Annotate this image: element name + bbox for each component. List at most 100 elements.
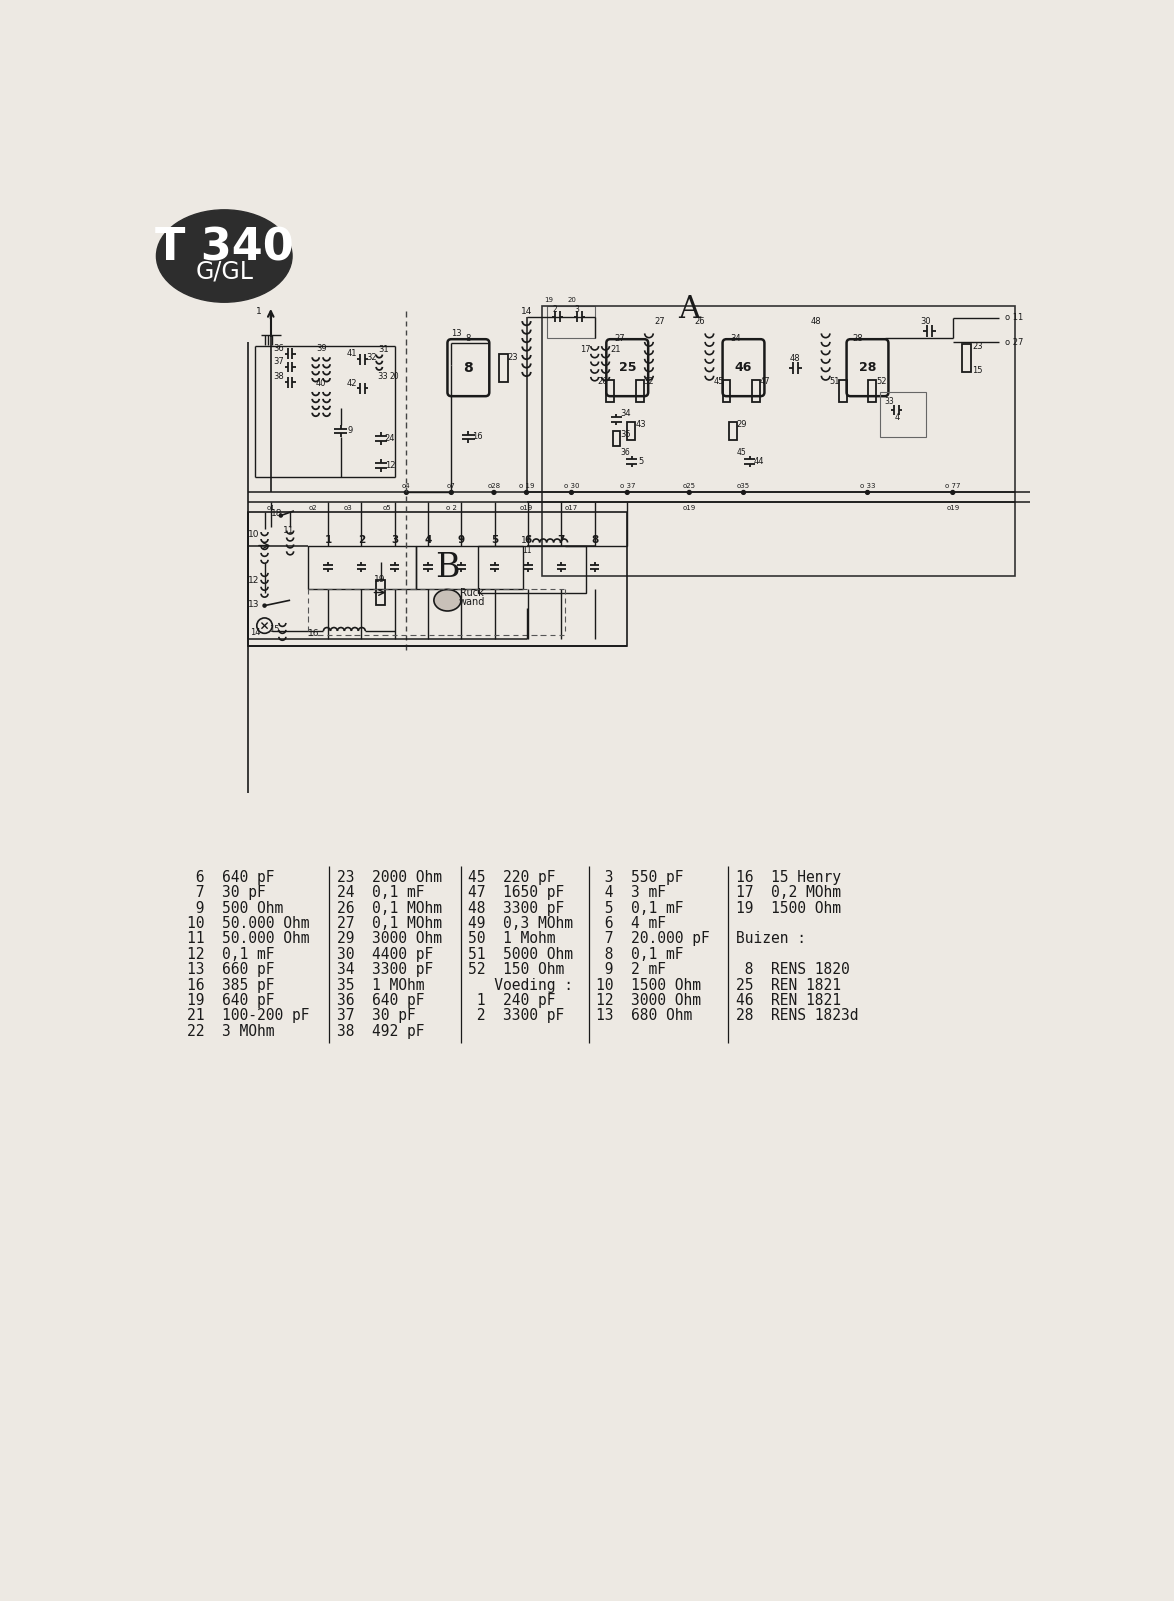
Text: 45: 45 (714, 378, 724, 386)
Text: 47  1650 pF: 47 1650 pF (468, 885, 565, 900)
Ellipse shape (156, 210, 292, 303)
Text: o19: o19 (682, 504, 696, 511)
Bar (606, 379, 614, 402)
Text: 8: 8 (464, 360, 473, 375)
Text: 43: 43 (636, 419, 647, 429)
Text: Buizen :: Buizen : (736, 932, 805, 946)
Text: 34  3300 pF: 34 3300 pF (337, 962, 433, 977)
Text: 10: 10 (248, 530, 259, 540)
Text: 21: 21 (610, 346, 621, 354)
Text: 36  640 pF: 36 640 pF (337, 993, 424, 1009)
Text: 7  20.000 pF: 7 20.000 pF (596, 932, 710, 946)
Text: 19: 19 (545, 296, 553, 303)
Text: 16: 16 (308, 629, 319, 637)
Text: 42: 42 (346, 378, 357, 387)
Text: 13: 13 (452, 328, 463, 338)
Bar (613, 431, 620, 447)
Bar (879, 392, 926, 437)
Text: 18: 18 (271, 509, 283, 519)
Text: o7: o7 (447, 484, 456, 490)
Circle shape (951, 490, 954, 495)
Bar (542, 306, 1014, 576)
Text: 10  50.000 Ohm: 10 50.000 Ohm (187, 916, 310, 930)
Text: 27: 27 (614, 335, 625, 343)
Text: 52  150 Ohm: 52 150 Ohm (468, 962, 565, 977)
Text: 48: 48 (811, 317, 822, 327)
Text: 37: 37 (274, 357, 284, 367)
Text: 27  0,1 MOhm: 27 0,1 MOhm (337, 916, 441, 930)
Text: 29: 29 (737, 419, 747, 429)
Text: 41: 41 (346, 349, 357, 359)
Text: o19: o19 (946, 504, 959, 511)
Text: o 2: o 2 (446, 504, 457, 511)
Text: 14: 14 (521, 307, 532, 315)
Text: 12  3000 Ohm: 12 3000 Ohm (596, 993, 701, 1009)
Text: 19: 19 (373, 575, 385, 584)
Text: o 77: o 77 (945, 484, 960, 490)
Text: 32: 32 (366, 354, 377, 362)
Text: o4: o4 (402, 484, 411, 490)
Text: 44: 44 (754, 458, 764, 466)
Bar (547, 306, 595, 338)
Text: 5  0,1 mF: 5 0,1 mF (596, 900, 683, 916)
Text: 33: 33 (884, 397, 895, 407)
Text: o 19: o 19 (519, 484, 534, 490)
Bar (248, 512, 627, 647)
Text: 35: 35 (620, 431, 630, 439)
Bar (869, 379, 876, 402)
Bar (479, 546, 586, 592)
Text: 38  492 pF: 38 492 pF (337, 1023, 424, 1039)
Text: 29  3000 Ohm: 29 3000 Ohm (337, 932, 441, 946)
Circle shape (525, 490, 528, 495)
Text: 51  5000 Ohm: 51 5000 Ohm (468, 946, 573, 962)
Circle shape (404, 490, 409, 495)
Text: 40: 40 (316, 378, 326, 387)
Text: 21  100-200 pF: 21 100-200 pF (187, 1009, 310, 1023)
Text: 16  385 pF: 16 385 pF (187, 978, 275, 993)
Text: 49  0,3 MOhm: 49 0,3 MOhm (468, 916, 573, 930)
Text: 1: 1 (256, 307, 262, 315)
Text: 38: 38 (274, 373, 284, 381)
Text: 50  1 Mohm: 50 1 Mohm (468, 932, 555, 946)
Text: 45: 45 (736, 448, 745, 456)
Text: 23: 23 (507, 354, 518, 362)
Text: 28: 28 (859, 362, 876, 375)
Circle shape (450, 490, 453, 495)
Text: 31: 31 (378, 346, 389, 354)
Text: 36: 36 (274, 344, 284, 352)
Circle shape (626, 490, 629, 495)
Text: o 33: o 33 (859, 484, 876, 490)
Text: 3: 3 (574, 304, 579, 314)
Bar (308, 546, 416, 589)
Text: 13: 13 (248, 599, 259, 608)
Text: B: B (436, 552, 460, 584)
Bar (753, 379, 760, 402)
Text: 16  15 Henry: 16 15 Henry (736, 869, 841, 885)
Text: o19: o19 (520, 504, 533, 511)
Circle shape (687, 490, 691, 495)
Text: o25: o25 (683, 484, 696, 490)
Text: 17  0,2 MOhm: 17 0,2 MOhm (736, 885, 841, 900)
Text: 39: 39 (316, 344, 326, 352)
Text: 45  220 pF: 45 220 pF (468, 869, 555, 885)
Text: 15: 15 (972, 367, 983, 375)
Text: Voeding :: Voeding : (468, 978, 573, 993)
Text: o 30: o 30 (564, 484, 579, 490)
Circle shape (263, 604, 266, 607)
Text: 12: 12 (385, 461, 396, 471)
Text: 15: 15 (269, 624, 279, 634)
Text: 9: 9 (458, 535, 465, 546)
Text: 46: 46 (735, 362, 753, 375)
Text: 3  550 pF: 3 550 pF (596, 869, 683, 885)
Text: 11  50.000 Ohm: 11 50.000 Ohm (187, 932, 310, 946)
Bar (376, 580, 385, 605)
Text: 26  0,1 MOhm: 26 0,1 MOhm (337, 900, 441, 916)
Bar (627, 421, 635, 440)
Circle shape (865, 490, 870, 495)
Text: o1: o1 (266, 504, 275, 511)
Text: 26: 26 (598, 378, 608, 386)
Text: 4: 4 (895, 413, 899, 423)
Text: o 11: o 11 (1005, 314, 1024, 322)
Text: 28: 28 (852, 335, 864, 343)
Text: 5: 5 (639, 458, 643, 466)
